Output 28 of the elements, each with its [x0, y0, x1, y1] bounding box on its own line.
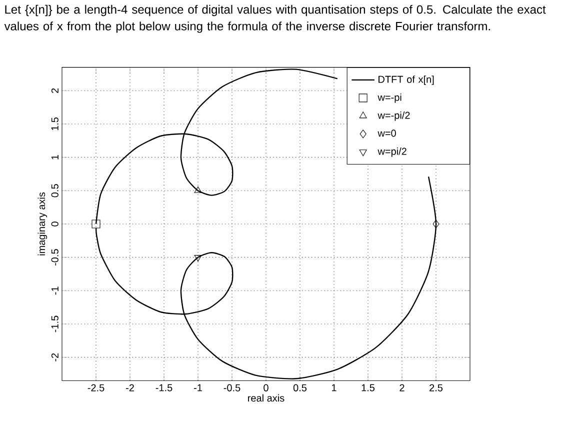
- legend-label: w=-pi/2: [378, 112, 410, 121]
- x-tick-label: 2: [400, 384, 404, 392]
- x-tick-label: 0.5: [293, 384, 307, 392]
- chart-title: Let {x[n]} be a length-4 sequence of digital values with quantisation steps of 0.5. Calculate the exact values of x from the plot below using the formula of the inverse discrete Fourier transform.: [4, 4, 546, 33]
- y-tick-label: -2: [51, 353, 58, 362]
- y-tick-label: -1: [52, 286, 58, 295]
- legend-label: w=0: [378, 130, 396, 137]
- x-tick-label: 2.5: [430, 384, 443, 392]
- y-tick-label: 0: [51, 222, 58, 226]
- legend-label: w=-pi: [378, 94, 402, 103]
- legend-label: w=pi/2: [378, 148, 406, 157]
- x-tick-label: -2: [126, 384, 134, 392]
- x-tick-label: -1.5: [156, 384, 172, 392]
- x-axis-title: real axis: [248, 394, 284, 402]
- x-tick-label: 0: [264, 384, 268, 392]
- y-tick-label: -1.5: [51, 316, 58, 332]
- y-axis-title: imaginary axis: [38, 192, 48, 256]
- x-tick-label: -2.5: [88, 384, 104, 392]
- y-tick-label: 1.5: [51, 117, 58, 130]
- y-tick-label: 0.5: [51, 184, 58, 198]
- y-tick-label: -0.5: [51, 249, 58, 266]
- x-tick-label: -0.5: [224, 384, 240, 392]
- x-tick-label: 1: [332, 384, 336, 392]
- y-tick-label: 2: [51, 88, 58, 93]
- x-tick-label: 1.5: [362, 384, 375, 392]
- legend-label: DTFT of x[n]: [378, 76, 434, 85]
- x-tick-label: -1: [194, 384, 202, 392]
- y-tick-label: 1: [52, 155, 58, 160]
